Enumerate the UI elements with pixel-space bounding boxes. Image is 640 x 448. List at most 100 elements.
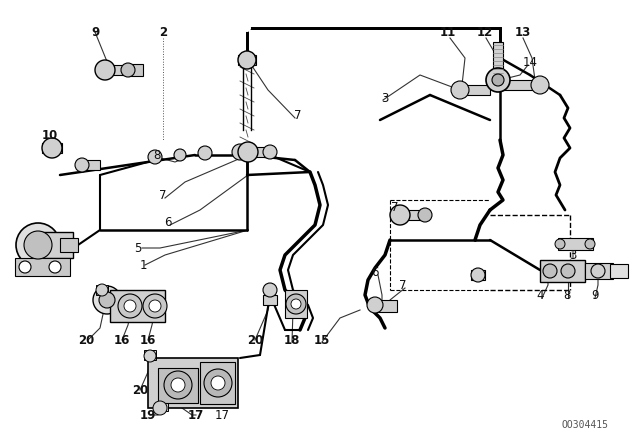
Circle shape — [232, 144, 248, 160]
Bar — [110, 290, 165, 322]
Circle shape — [543, 264, 557, 278]
Text: 13: 13 — [515, 26, 531, 39]
Text: 2: 2 — [159, 26, 167, 39]
Circle shape — [75, 158, 89, 172]
Circle shape — [144, 350, 156, 362]
Circle shape — [96, 284, 108, 296]
Bar — [493, 42, 503, 77]
Text: 7: 7 — [159, 189, 167, 202]
Text: 14: 14 — [522, 56, 538, 69]
Bar — [42, 143, 62, 153]
Bar — [285, 290, 307, 318]
Bar — [375, 300, 397, 312]
Text: 17: 17 — [188, 409, 204, 422]
Bar — [498, 80, 538, 90]
Text: 16: 16 — [114, 333, 130, 346]
Bar — [200, 362, 235, 404]
Text: 1: 1 — [140, 258, 147, 271]
Bar — [460, 85, 490, 95]
Circle shape — [118, 294, 142, 318]
Circle shape — [492, 74, 504, 86]
Text: 3: 3 — [570, 249, 577, 262]
Bar — [238, 55, 256, 65]
Circle shape — [204, 369, 232, 397]
Text: 18: 18 — [284, 333, 300, 346]
Text: 19: 19 — [140, 409, 156, 422]
Text: 12: 12 — [477, 26, 493, 39]
Circle shape — [555, 239, 565, 249]
Circle shape — [121, 63, 135, 77]
Text: 7: 7 — [294, 108, 301, 121]
Circle shape — [471, 268, 485, 282]
Bar — [558, 238, 593, 250]
Bar — [154, 403, 168, 411]
Bar — [148, 358, 238, 408]
Bar — [96, 285, 108, 295]
Text: 20: 20 — [132, 383, 148, 396]
Bar — [38, 232, 73, 258]
Bar — [248, 147, 270, 157]
Circle shape — [174, 149, 186, 161]
Circle shape — [286, 294, 306, 314]
Circle shape — [243, 24, 251, 32]
Text: 8: 8 — [563, 289, 571, 302]
Circle shape — [291, 299, 301, 309]
Text: 7: 7 — [391, 201, 399, 214]
Bar — [60, 238, 78, 252]
Circle shape — [49, 261, 61, 273]
Circle shape — [211, 376, 225, 390]
Circle shape — [149, 300, 161, 312]
Circle shape — [153, 401, 167, 415]
Text: 10: 10 — [42, 129, 58, 142]
Circle shape — [16, 223, 60, 267]
Circle shape — [561, 264, 575, 278]
Circle shape — [591, 264, 605, 278]
Circle shape — [171, 378, 185, 392]
Bar — [128, 64, 143, 76]
Circle shape — [198, 146, 212, 160]
Circle shape — [95, 60, 115, 80]
Text: 20: 20 — [247, 333, 263, 346]
Bar — [400, 210, 425, 220]
Text: 7: 7 — [399, 279, 407, 292]
Circle shape — [585, 239, 595, 249]
Bar — [100, 65, 125, 75]
Bar — [144, 350, 156, 360]
Circle shape — [451, 81, 469, 99]
Circle shape — [263, 283, 277, 297]
Text: 8: 8 — [154, 148, 161, 161]
Text: OO304415: OO304415 — [561, 420, 608, 430]
Circle shape — [486, 68, 510, 92]
Text: 4: 4 — [536, 289, 544, 302]
Text: 15: 15 — [314, 333, 330, 346]
Circle shape — [19, 261, 31, 273]
Bar — [540, 260, 585, 282]
Circle shape — [42, 138, 62, 158]
Circle shape — [531, 76, 549, 94]
Text: 6: 6 — [371, 266, 379, 279]
Text: 17: 17 — [214, 409, 230, 422]
Circle shape — [93, 286, 121, 314]
Bar — [263, 295, 277, 305]
Circle shape — [24, 231, 52, 259]
Text: 5: 5 — [134, 241, 141, 254]
Circle shape — [238, 142, 258, 162]
Circle shape — [148, 150, 162, 164]
Text: 6: 6 — [164, 215, 172, 228]
Circle shape — [238, 51, 256, 69]
Bar — [82, 160, 100, 170]
Circle shape — [367, 297, 383, 313]
Circle shape — [124, 300, 136, 312]
Bar — [15, 258, 70, 276]
Circle shape — [99, 292, 115, 308]
Text: 9: 9 — [91, 26, 99, 39]
Circle shape — [164, 371, 192, 399]
Bar — [585, 263, 613, 279]
Text: 20: 20 — [78, 333, 94, 346]
Bar — [158, 368, 198, 403]
Text: 3: 3 — [381, 91, 388, 104]
Circle shape — [263, 145, 277, 159]
Bar — [610, 264, 628, 278]
Circle shape — [390, 205, 410, 225]
Circle shape — [418, 208, 432, 222]
